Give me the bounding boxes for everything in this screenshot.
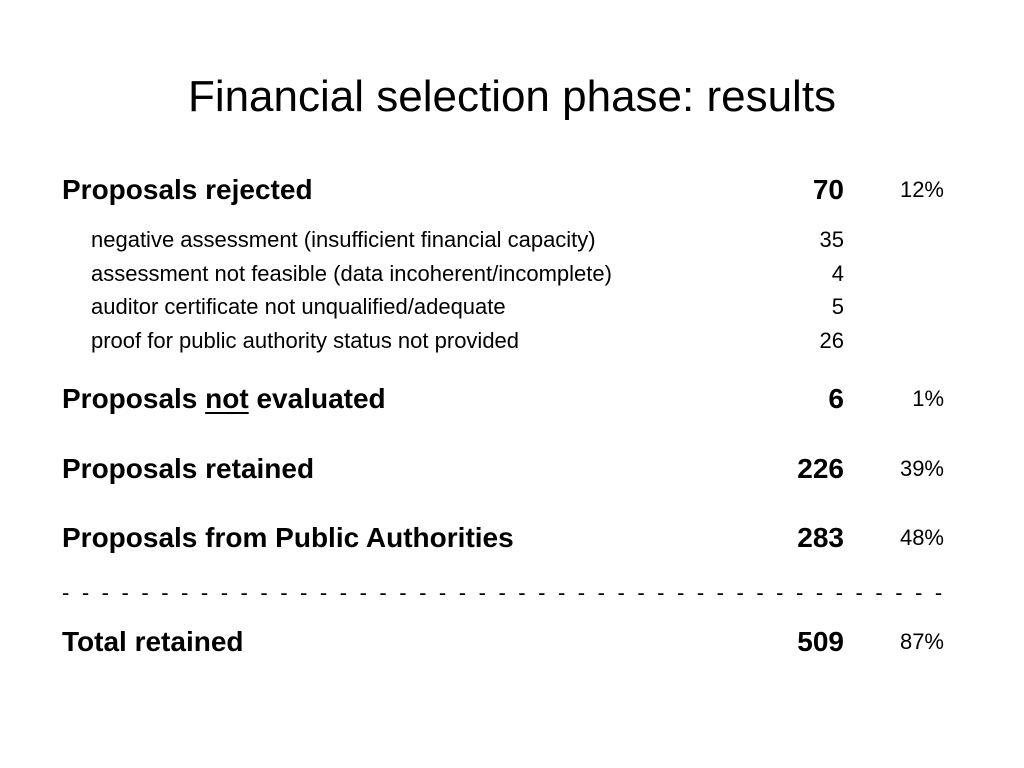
rejected-row: Proposals rejected 70 12% bbox=[0, 170, 1024, 210]
rejected-reason-count: 35 bbox=[819, 227, 844, 252]
total-label: Total retained bbox=[62, 626, 244, 657]
retained-label: Proposals retained bbox=[62, 453, 315, 484]
public-authorities-label: Proposals from Public Authorities bbox=[62, 522, 514, 553]
public-authorities-count: 283 bbox=[797, 522, 844, 553]
not-evaluated-row: Proposals not evaluated 6 1% bbox=[0, 379, 1024, 419]
total-row: Total retained 509 87% bbox=[0, 622, 1024, 662]
dashed-divider: - - - - - - - - - - - - - - - - - - - - … bbox=[62, 580, 950, 605]
rejected-reason-count: 26 bbox=[819, 328, 844, 353]
public-authorities-percent: 48% bbox=[899, 525, 944, 550]
rejected-reason-label: assessment not feasible (data incoherent… bbox=[91, 261, 612, 286]
rejected-reason-row: proof for public authority status not pr… bbox=[0, 326, 1024, 356]
not-evaluated-label: Proposals not evaluated bbox=[62, 379, 386, 419]
rejected-reason-row: negative assessment (insufficient financ… bbox=[0, 225, 1024, 255]
rejected-reason-row: auditor certificate not unqualified/adeq… bbox=[0, 292, 1024, 322]
not-evaluated-count: 6 bbox=[828, 383, 844, 414]
not-evaluated-percent: 1% bbox=[912, 386, 944, 411]
rejected-reason-row: assessment not feasible (data incoherent… bbox=[0, 259, 1024, 289]
retained-percent: 39% bbox=[899, 456, 944, 481]
retained-count: 226 bbox=[797, 453, 844, 484]
rejected-reason-label: auditor certificate not unqualified/adeq… bbox=[91, 294, 506, 319]
rejected-label: Proposals rejected bbox=[62, 174, 313, 205]
retained-row: Proposals retained 226 39% bbox=[0, 449, 1024, 489]
rejected-reason-count: 4 bbox=[831, 261, 844, 286]
rejected-reason-label: proof for public authority status not pr… bbox=[91, 328, 520, 353]
slide-title: Financial selection phase: results bbox=[187, 72, 837, 121]
rejected-reason-label: negative assessment (insufficient financ… bbox=[91, 227, 596, 252]
not-evaluated-label-start: Proposals bbox=[62, 383, 206, 414]
total-count: 509 bbox=[797, 626, 844, 657]
rejected-count: 70 bbox=[812, 174, 844, 205]
public-authorities-row: Proposals from Public Authorities 283 48… bbox=[0, 518, 1024, 558]
rejected-percent: 12% bbox=[899, 177, 944, 202]
not-evaluated-label-emphasis: not bbox=[205, 383, 249, 414]
total-percent: 87% bbox=[899, 629, 944, 654]
rejected-reason-count: 5 bbox=[831, 294, 844, 319]
not-evaluated-label-end: evaluated bbox=[248, 383, 386, 414]
